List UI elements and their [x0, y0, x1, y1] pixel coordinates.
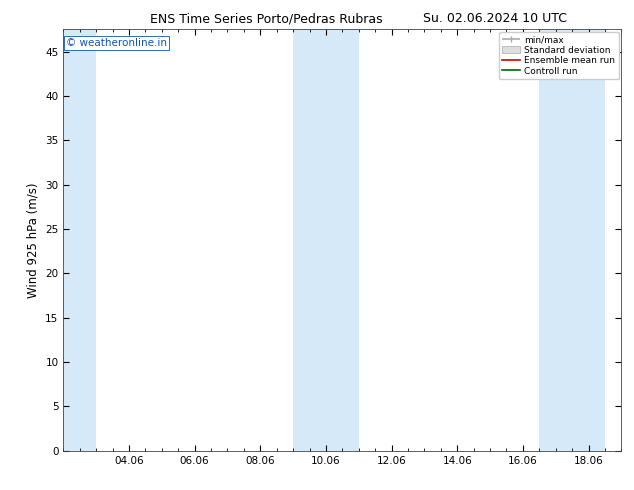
Text: Su. 02.06.2024 10 UTC: Su. 02.06.2024 10 UTC	[422, 12, 567, 25]
Text: © weatheronline.in: © weatheronline.in	[66, 38, 167, 48]
Bar	[540, 29, 605, 451]
Bar	[293, 29, 359, 451]
Y-axis label: Wind 925 hPa (m/s): Wind 925 hPa (m/s)	[27, 182, 40, 298]
Text: ENS Time Series Porto/Pedras Rubras: ENS Time Series Porto/Pedras Rubras	[150, 12, 382, 25]
Legend: min/max, Standard deviation, Ensemble mean run, Controll run: min/max, Standard deviation, Ensemble me…	[499, 32, 619, 79]
Bar	[63, 29, 96, 451]
